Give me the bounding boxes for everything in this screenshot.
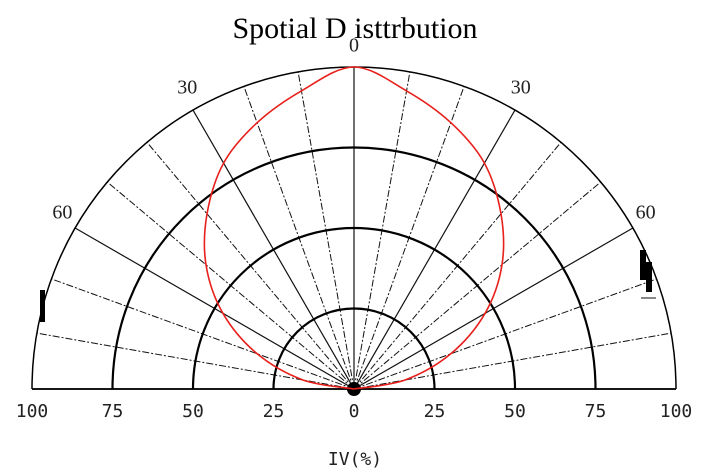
edge-marks <box>40 250 656 322</box>
series-line-0 <box>203 66 505 390</box>
radial-tick-label: 50 <box>182 401 204 422</box>
radial-tick-label: 75 <box>102 401 124 422</box>
series-layer <box>203 66 505 390</box>
radial-tick-label: 0 <box>349 401 360 422</box>
edge-mark-right-1 <box>640 250 646 280</box>
edge-mark-right-2 <box>646 262 652 292</box>
ring-25 <box>272 307 436 390</box>
radial-tick-label: 75 <box>585 401 607 422</box>
edge-mark-left <box>40 290 45 322</box>
angle-label: 30 <box>511 76 531 98</box>
chart-title: Spotial D isttrbution <box>232 12 477 45</box>
angle-label: 60 <box>52 201 72 223</box>
angle-label: 30 <box>177 76 197 98</box>
radial-tick-label: 50 <box>504 401 526 422</box>
radial-tick-label: 100 <box>16 401 49 422</box>
ring-50 <box>191 226 517 390</box>
radial-tick-label: 25 <box>263 401 285 422</box>
ring-75 <box>111 146 597 390</box>
radial-tick-label: 25 <box>424 401 446 422</box>
angle-label: 60 <box>636 201 656 223</box>
x-axis-label: IV(%) <box>328 449 382 470</box>
angle-labels: 0 30 30 60 60 <box>52 35 655 224</box>
radial-tick-label: 100 <box>660 401 693 422</box>
radial-tick-labels: 100 75 50 25 0 25 50 75 100 <box>16 401 693 422</box>
angle-label: 0 <box>349 35 359 57</box>
